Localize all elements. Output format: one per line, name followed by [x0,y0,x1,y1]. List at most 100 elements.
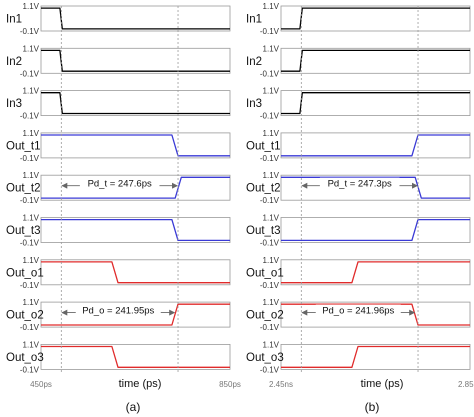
trace-frame [280,301,471,328]
trace-frame [40,47,231,74]
signal-label: In2 [6,56,22,68]
y-tick-top-label: 1.1V [23,298,40,307]
y-tick-bottom-label: -0.1V [260,154,280,163]
trace-row-out-t2: Out_t2 1.1V -0.1V [246,171,471,205]
signal-label: Out_o2 [6,310,44,322]
trace-frame [280,217,471,243]
signal-label: Out_t1 [6,140,41,152]
trace-frame [40,90,231,116]
trace-frame [280,90,471,116]
trace-frame [280,343,471,370]
signal-label: Out_t2 [6,183,41,195]
waveform-in3 [281,92,470,115]
waveform-out-o3 [41,345,230,368]
annotation-background [79,177,160,189]
propagation-delay-label: Pd_t = 247.3ps [328,179,392,190]
y-tick-bottom-label: -0.1V [20,323,40,332]
trace-frame [280,259,471,286]
y-tick-bottom-label: -0.1V [20,281,40,290]
waveform-out-t3 [41,218,230,242]
signal-label: Out_t1 [246,140,281,152]
signal-label: In2 [246,56,262,68]
propagation-delay-label: Pd_t = 247.6ps [88,179,152,190]
y-tick-top-label: 1.1V [263,340,280,349]
waveform-out-o3 [281,345,470,368]
y-tick-bottom-label: -0.1V [260,27,280,36]
waveform-out-t1 [41,134,230,157]
y-tick-bottom-label: -0.1V [20,239,40,248]
trace-row-out-o1: Out_o1 1.1V -0.1V [6,256,231,290]
trace-row-out-t1: Out_t1 1.1V -0.1V [246,129,471,163]
trace-frame [280,174,471,201]
y-tick-top-label: 1.1V [263,87,280,96]
x-tick-end-label: 2.85ns [458,380,474,389]
waveform-in1 [41,7,230,30]
signal-label: Out_t2 [246,183,281,195]
chart-panel-a: In11.1V-0.1VIn21.1V-0.1VIn31.1V-0.1VOut_… [6,2,241,414]
signal-label: Out_t3 [246,225,281,237]
annotation-background [319,177,400,189]
x-axis-title: time (ps) [361,378,404,390]
trace-frame [40,5,231,32]
signal-label: In3 [246,98,262,110]
waveform-in1 [281,7,470,30]
y-tick-top-label: 1.1V [263,256,280,265]
trace-frame [280,132,471,159]
y-tick-top-label: 1.1V [23,256,40,265]
y-tick-top-label: 1.1V [263,2,280,11]
signal-label: Out_o2 [246,310,284,322]
y-tick-top-label: 1.1V [263,298,280,307]
trace-row-out-t3: Out_t3 1.1V -0.1V [6,214,231,248]
y-tick-bottom-label: -0.1V [260,69,280,78]
waveform-out-t1 [281,134,470,157]
trace-row-out-t1: Out_t1 1.1V -0.1V [6,129,231,163]
signal-label: Out_o1 [6,267,44,279]
trace-row-out-t3: Out_t3 1.1V -0.1V [246,214,471,248]
panel-label: (a) [126,400,141,414]
y-tick-top-label: 1.1V [23,340,40,349]
trace-frame [40,217,231,243]
annotation-background [75,304,161,316]
trace-frame [280,47,471,74]
x-tick-end-label: 850ps [219,380,241,389]
x-axis-title: time (ps) [119,378,162,390]
signal-label: In3 [6,98,22,110]
y-tick-bottom-label: -0.1V [20,196,40,205]
y-tick-bottom-label: -0.1V [20,69,40,78]
y-tick-bottom-label: -0.1V [260,365,280,374]
panel-label: (b) [365,400,380,414]
x-tick-start-label: 450ps [30,380,52,389]
y-tick-bottom-label: -0.1V [260,323,280,332]
y-tick-top-label: 1.1V [263,44,280,53]
trace-frame [280,5,471,32]
y-tick-top-label: 1.1V [23,214,40,223]
y-tick-bottom-label: -0.1V [260,239,280,248]
signal-label: In1 [6,14,22,26]
trace-row-out-o3: Out_o3 1.1V -0.1V [246,340,471,374]
x-tick-start-label: 2.45ns [269,380,293,389]
signal-label: Out_o1 [246,267,284,279]
y-tick-bottom-label: -0.1V [260,281,280,290]
y-tick-top-label: 1.1V [23,129,40,138]
signal-label: Out_t3 [6,225,41,237]
trace-frame [40,343,231,370]
y-tick-top-label: 1.1V [23,87,40,96]
y-tick-bottom-label: -0.1V [260,196,280,205]
signal-label: Out_o3 [246,352,284,364]
y-tick-bottom-label: -0.1V [20,365,40,374]
waveform-in3 [41,92,230,115]
trace-frame [40,132,231,159]
signal-label: Out_o3 [6,352,44,364]
propagation-delay-label: Pd_o = 241.95ps [82,306,154,317]
annotation-background [315,304,401,316]
y-tick-top-label: 1.1V [23,171,40,180]
waveform-out-o1 [281,261,470,284]
trace-row-out-o3: Out_o3 1.1V -0.1V [6,340,231,374]
waveform-in2 [41,49,230,72]
